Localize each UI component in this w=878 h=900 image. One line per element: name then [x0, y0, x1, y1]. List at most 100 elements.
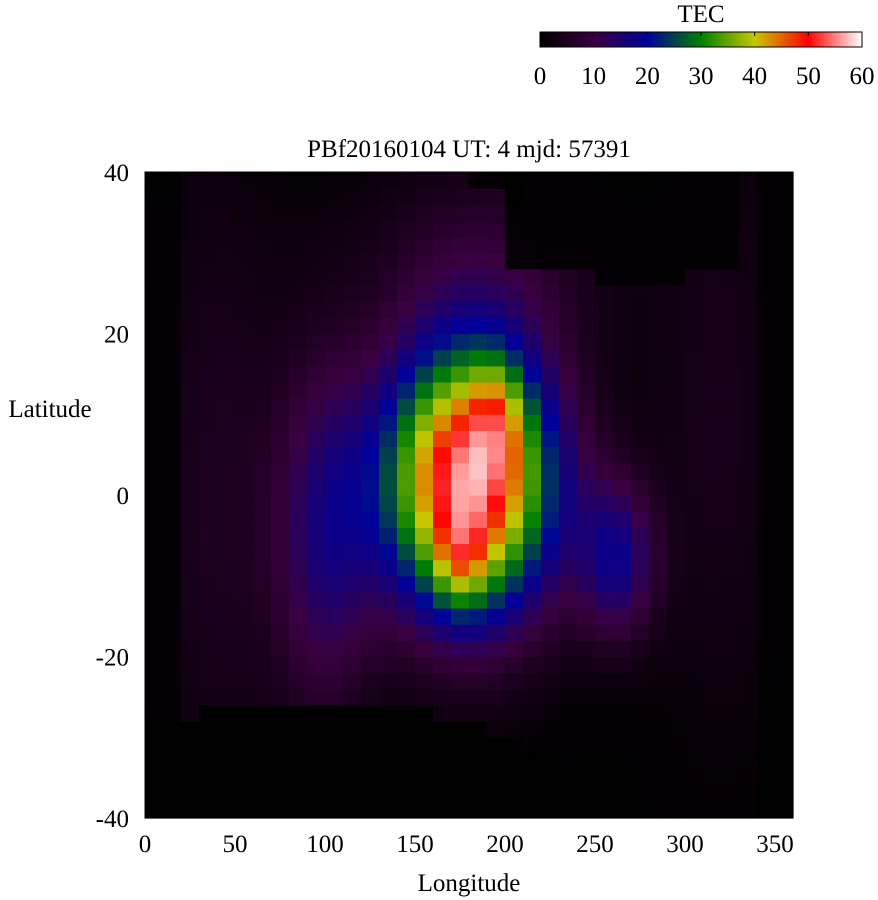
- heatmap-cell: [271, 252, 290, 270]
- heatmap-cell: [163, 188, 182, 205]
- heatmap-cell: [451, 381, 470, 399]
- heatmap-cell: [577, 624, 596, 641]
- heatmap-cell: [433, 317, 452, 335]
- heatmap-cell: [469, 381, 488, 399]
- heatmap-cell: [631, 753, 650, 771]
- heatmap-cell: [649, 753, 668, 771]
- heatmap-cell: [541, 430, 560, 448]
- heatmap-cell: [253, 608, 272, 625]
- heatmap-cell: [523, 753, 542, 771]
- heatmap-cell: [685, 721, 704, 738]
- heatmap-cell: [577, 785, 596, 803]
- heatmap-cell: [541, 656, 560, 674]
- heatmap-cell: [577, 608, 596, 625]
- heatmap-cell: [469, 204, 488, 222]
- heatmap-cell: [415, 704, 434, 722]
- heatmap-cell: [487, 608, 506, 625]
- heatmap-cell: [505, 559, 524, 577]
- heatmap-cell: [235, 446, 254, 464]
- heatmap-cell: [559, 349, 578, 367]
- heatmap-cell: [685, 285, 704, 302]
- heatmap-cell: [613, 317, 632, 335]
- heatmap-cell: [721, 365, 740, 383]
- heatmap-cell: [631, 575, 650, 593]
- heatmap-cell: [703, 640, 722, 658]
- heatmap-cell: [685, 785, 704, 803]
- heatmap-cell: [577, 398, 596, 415]
- heatmap-cell: [505, 624, 524, 641]
- heatmap-cell: [631, 333, 650, 351]
- heatmap-cell: [397, 737, 416, 754]
- heatmap-cell: [307, 785, 326, 803]
- heatmap-cell: [703, 608, 722, 625]
- heatmap-cell: [235, 511, 254, 528]
- heatmap-cell: [235, 333, 254, 351]
- heatmap-cell: [667, 608, 686, 625]
- heatmap-cell: [343, 414, 362, 431]
- heatmap-cell: [469, 236, 488, 254]
- heatmap-cell: [667, 527, 686, 545]
- heatmap-cell: [685, 704, 704, 722]
- heatmap-cell: [505, 317, 524, 335]
- heatmap-cell: [433, 398, 452, 415]
- heatmap-cell: [163, 801, 182, 819]
- heatmap-cell: [325, 446, 344, 464]
- heatmap-cell: [433, 737, 452, 754]
- heatmap-cell: [667, 672, 686, 690]
- heatmap-cell: [595, 672, 614, 690]
- heatmap-cell: [325, 188, 344, 205]
- heatmap-cell: [649, 365, 668, 383]
- heatmap-cell: [451, 640, 470, 658]
- heatmap-cell: [541, 753, 560, 771]
- heatmap-cell: [163, 753, 182, 771]
- heatmap-cell: [361, 381, 380, 399]
- heatmap-cell: [307, 527, 326, 545]
- heatmap-cell: [757, 672, 776, 690]
- heatmap-cell: [523, 801, 542, 819]
- heatmap-cell: [379, 672, 398, 690]
- heatmap-cell: [217, 285, 236, 302]
- heatmap-cell: [613, 511, 632, 528]
- heatmap-cell: [451, 430, 470, 448]
- heatmap-cell: [469, 478, 488, 496]
- heatmap-cell: [685, 333, 704, 351]
- heatmap-cell: [271, 769, 290, 787]
- heatmap-cell: [145, 591, 164, 609]
- heatmap-cell: [667, 333, 686, 351]
- heatmap-cell: [685, 204, 704, 222]
- heatmap-cell: [541, 672, 560, 690]
- heatmap-cell: [181, 704, 200, 722]
- heatmap-cell: [325, 478, 344, 496]
- heatmap-cell: [721, 414, 740, 431]
- x-tick-label: 350: [756, 831, 794, 858]
- heatmap-cell: [649, 301, 668, 318]
- heatmap-cell: [469, 688, 488, 706]
- heatmap-cell: [289, 398, 308, 415]
- heatmap-cell: [199, 285, 218, 302]
- heatmap-cell: [415, 333, 434, 351]
- heatmap-cell: [523, 575, 542, 593]
- heatmap-cell: [577, 559, 596, 577]
- heatmap-cell: [559, 236, 578, 254]
- heatmap-cell: [271, 381, 290, 399]
- heatmap-cell: [163, 365, 182, 383]
- heatmap-cell: [505, 704, 524, 722]
- heatmap-cell: [541, 769, 560, 787]
- heatmap-cell: [145, 236, 164, 254]
- heatmap-cell: [433, 656, 452, 674]
- heatmap-cell: [199, 430, 218, 448]
- heatmap-cell: [613, 381, 632, 399]
- heatmap-cell: [631, 317, 650, 335]
- heatmap-cell: [271, 172, 290, 189]
- heatmap-cell: [649, 446, 668, 464]
- y-tick-label: 20: [104, 322, 129, 349]
- heatmap-cell: [559, 543, 578, 561]
- heatmap-cell: [757, 381, 776, 399]
- heatmap-cell: [343, 801, 362, 819]
- heatmap-cell: [559, 446, 578, 464]
- heatmap-cell: [775, 204, 794, 222]
- heatmap-cell: [721, 543, 740, 561]
- heatmap-cell: [199, 349, 218, 367]
- heatmap-cell: [271, 656, 290, 674]
- heatmap-cell: [433, 543, 452, 561]
